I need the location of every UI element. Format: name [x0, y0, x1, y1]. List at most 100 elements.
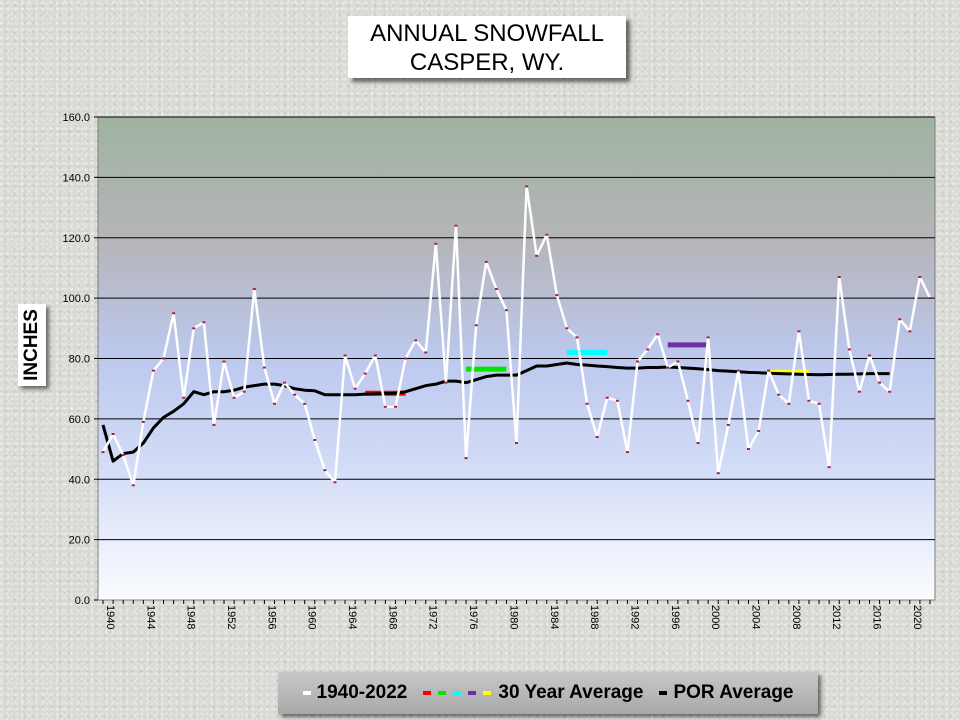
x-tick-label: 2020 — [911, 605, 923, 629]
data-point — [716, 472, 720, 475]
data-point — [313, 439, 317, 442]
data-point — [131, 484, 135, 487]
data-point — [202, 321, 206, 324]
data-point — [162, 357, 166, 360]
data-point — [192, 327, 196, 330]
data-point — [797, 330, 801, 333]
data-point — [242, 390, 246, 393]
data-point — [928, 297, 932, 300]
legend-label-series: 1940-2022 — [316, 682, 408, 703]
legend-swatch-black — [659, 691, 668, 695]
data-point — [293, 393, 297, 396]
x-tick-label: 1948 — [185, 605, 197, 629]
data-point — [625, 451, 629, 454]
data-point — [605, 396, 609, 399]
data-point — [746, 448, 750, 451]
data-point — [101, 451, 105, 454]
data-point — [151, 369, 155, 372]
data-point — [323, 469, 327, 472]
annual-snowfall-series — [101, 185, 932, 487]
y-tick-labels: 0.0 20.0 40.0 60.0 80.0 100.0 120.0 140.0 160.0 — [62, 112, 90, 607]
data-point — [686, 399, 690, 402]
data-point — [666, 366, 670, 369]
data-point — [918, 275, 922, 278]
data-point — [565, 327, 569, 330]
legend-swatch-green — [438, 691, 447, 695]
legend-label-thirty-year: 30 Year Average — [498, 682, 644, 703]
data-point — [696, 442, 700, 445]
data-point — [555, 294, 559, 297]
legend-swatch-cyan — [453, 691, 462, 695]
data-point — [373, 354, 377, 357]
x-tick-label: 1960 — [306, 605, 318, 629]
y-tick-label: 160.0 — [62, 112, 90, 124]
data-point — [535, 254, 539, 257]
data-point — [878, 381, 882, 384]
data-point — [515, 442, 518, 445]
data-point — [827, 466, 831, 469]
data-point — [807, 399, 811, 402]
data-point — [424, 351, 428, 354]
data-point — [182, 396, 186, 399]
y-tick-label: 100.0 — [62, 293, 90, 305]
legend-swatch-purple — [468, 691, 477, 695]
data-point — [303, 402, 307, 405]
y-tick-label: 0.0 — [75, 595, 90, 607]
x-tick-label: 1988 — [588, 605, 600, 629]
data-point — [404, 357, 408, 360]
x-tick-label: 2004 — [749, 605, 761, 629]
data-point — [575, 336, 579, 339]
data-point — [867, 354, 871, 357]
data-point — [615, 399, 619, 402]
data-point — [595, 435, 599, 438]
legend-swatch-yellow — [483, 691, 492, 695]
legend-item-por: POR Average — [659, 682, 794, 704]
data-point — [232, 396, 236, 399]
legend-swatch-red — [423, 691, 432, 695]
data-point — [454, 224, 458, 227]
chart-title-line1: ANNUAL SNOWFALL — [370, 20, 604, 47]
data-point — [343, 354, 347, 357]
data-point — [787, 402, 791, 405]
data-point — [656, 333, 660, 336]
data-point — [888, 390, 892, 393]
data-point — [383, 405, 387, 408]
data-point — [767, 369, 771, 372]
data-point — [283, 381, 287, 384]
data-point — [898, 318, 902, 321]
data-point — [545, 233, 549, 236]
x-tick-label: 1940 — [104, 605, 116, 629]
data-point — [484, 260, 488, 263]
data-point — [272, 402, 276, 405]
data-point — [706, 336, 710, 339]
y-tick-label: 60.0 — [69, 414, 90, 426]
data-point — [474, 324, 478, 327]
data-point — [353, 387, 357, 390]
data-point — [504, 309, 508, 312]
data-point — [736, 369, 740, 372]
data-point — [494, 288, 498, 291]
por-average-line — [101, 361, 890, 463]
y-axis-label: INCHES — [21, 309, 42, 381]
x-tick-label: 1972 — [427, 605, 439, 629]
legend-item-series: 1940-2022 — [302, 682, 408, 704]
data-point — [444, 381, 448, 384]
y-axis-label-box: INCHES — [18, 304, 46, 386]
x-tick-labels: 1940 1944 1948 1952 1956 1960 1964 1968 1972 1976… — [104, 605, 923, 629]
x-tick-label: 1996 — [669, 605, 681, 629]
data-point — [363, 372, 367, 375]
y-tick-label: 80.0 — [69, 354, 90, 366]
x-tick-label: 2000 — [709, 605, 721, 629]
data-point — [222, 360, 226, 363]
data-point — [726, 423, 730, 426]
x-tick-label: 1992 — [628, 605, 640, 629]
x-tick-label: 2008 — [790, 605, 802, 629]
y-tick-label: 20.0 — [69, 535, 90, 547]
data-point — [837, 275, 841, 278]
y-tick-label: 120.0 — [62, 233, 90, 245]
data-point — [262, 366, 266, 369]
x-tick-label: 1980 — [507, 605, 519, 629]
x-tick-label: 1968 — [386, 605, 398, 629]
data-point — [908, 330, 912, 333]
